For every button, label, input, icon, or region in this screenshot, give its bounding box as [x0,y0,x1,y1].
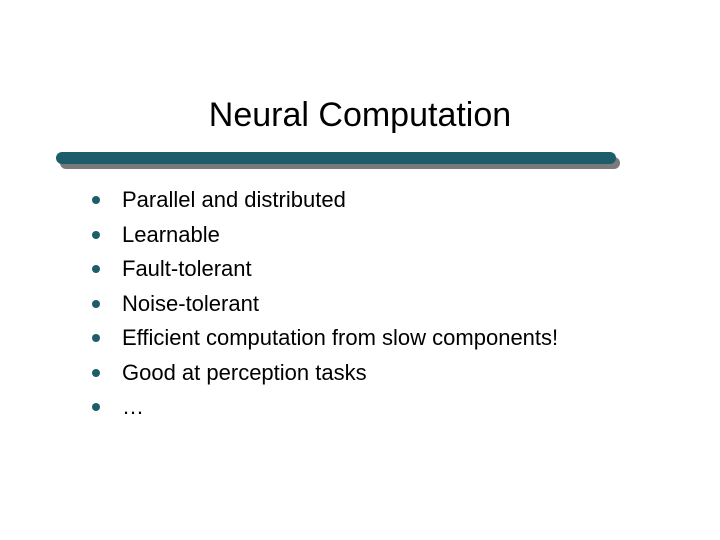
list-item-label: Efficient computation from slow componen… [122,324,558,352]
bullet-icon [92,231,100,239]
list-item: … [92,393,652,421]
slide-title: Neural Computation [0,96,720,135]
list-item: Good at perception tasks [92,359,652,387]
bullet-icon [92,300,100,308]
bullet-icon [92,196,100,204]
list-item-label: … [122,393,144,421]
list-item: Efficient computation from slow componen… [92,324,652,352]
list-item: Parallel and distributed [92,186,652,214]
list-item-label: Parallel and distributed [122,186,346,214]
list-item-label: Good at perception tasks [122,359,367,387]
list-item: Fault-tolerant [92,255,652,283]
slide: Neural Computation Parallel and distribu… [0,0,720,540]
bullet-icon [92,403,100,411]
bullet-list: Parallel and distributed Learnable Fault… [92,186,652,428]
bullet-icon [92,369,100,377]
list-item-label: Learnable [122,221,220,249]
list-item-label: Noise-tolerant [122,290,259,318]
list-item-label: Fault-tolerant [122,255,252,283]
list-item: Learnable [92,221,652,249]
title-underline-bar [56,152,616,164]
bullet-icon [92,334,100,342]
list-item: Noise-tolerant [92,290,652,318]
bullet-icon [92,265,100,273]
title-underline [56,152,616,170]
